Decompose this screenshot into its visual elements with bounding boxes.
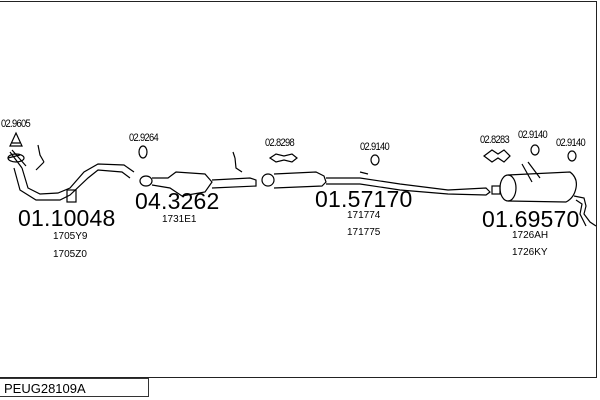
accessory-number: 02.9140 xyxy=(518,129,548,141)
accessory-number: 02.8298 xyxy=(265,137,295,149)
gasket-icon xyxy=(483,149,511,163)
accessory-number: 02.9140 xyxy=(556,137,586,149)
diagram-frame xyxy=(0,1,597,378)
part-number: 01.10048 xyxy=(18,205,116,231)
accessory-number: 02.9264 xyxy=(129,132,159,144)
front-pipe-drawing xyxy=(7,144,135,203)
part-reference: 171774 xyxy=(347,210,381,221)
part-number: 01.69570 xyxy=(482,206,580,232)
accessory-number: 02.8283 xyxy=(480,134,510,146)
rubber-hanger-icon xyxy=(370,154,380,166)
accessory-number: 02.9605 xyxy=(1,118,31,130)
gasket-icon xyxy=(268,153,298,163)
part-reference: 1726KY xyxy=(512,247,548,258)
part-number: 04.3262 xyxy=(135,188,220,214)
rubber-hanger-icon xyxy=(530,144,540,156)
accessory-number: 02.9140 xyxy=(360,141,390,153)
catalyst-drawing xyxy=(139,151,257,197)
middle-silencer-drawing xyxy=(261,171,491,196)
rear-silencer-drawing xyxy=(491,161,597,227)
part-reference: 1705Y9 xyxy=(53,231,88,242)
diagram-code: PEUG28109A xyxy=(0,378,149,397)
part-reference: 1726AH xyxy=(512,230,549,241)
part-number: 01.57170 xyxy=(315,186,413,212)
rubber-hanger-icon xyxy=(567,150,577,162)
part-reference: 1705Z0 xyxy=(53,249,87,260)
part-reference: 1731E1 xyxy=(162,214,197,225)
ring-icon xyxy=(138,145,148,159)
gasket-icon xyxy=(9,131,23,147)
part-reference: 171775 xyxy=(347,227,381,238)
